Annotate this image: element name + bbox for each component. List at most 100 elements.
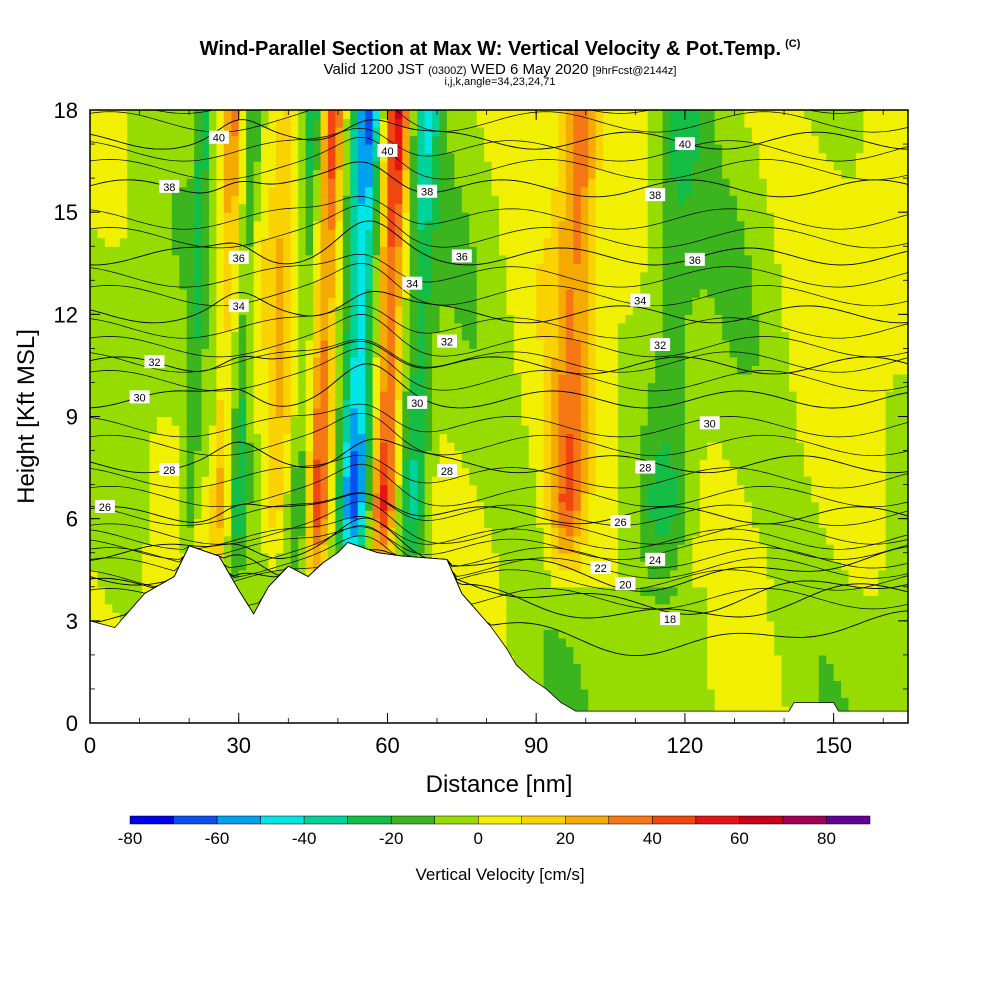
velocity-cell <box>357 433 366 443</box>
velocity-cell <box>521 169 530 179</box>
velocity-cell <box>461 467 470 477</box>
velocity-cell <box>551 467 560 477</box>
velocity-cell <box>261 195 270 205</box>
velocity-cell <box>171 348 180 358</box>
velocity-cell <box>484 390 493 401</box>
velocity-cell <box>223 169 232 179</box>
velocity-cell <box>588 161 597 171</box>
velocity-cell <box>275 186 284 196</box>
velocity-cell <box>119 229 128 239</box>
velocity-cell <box>424 314 433 324</box>
velocity-cell <box>439 254 448 264</box>
velocity-cell <box>551 612 560 622</box>
velocity-cell <box>327 152 336 162</box>
velocity-cell <box>275 178 284 188</box>
velocity-cell <box>573 212 582 222</box>
velocity-cell <box>439 442 448 452</box>
velocity-cell <box>156 322 165 332</box>
velocity-cell <box>283 237 292 247</box>
velocity-cell <box>424 535 433 545</box>
velocity-cell <box>134 110 143 120</box>
velocity-cell <box>112 365 121 375</box>
velocity-cell <box>484 110 493 120</box>
velocity-cell <box>171 305 180 315</box>
velocity-cell <box>216 425 225 435</box>
velocity-cell <box>409 450 418 460</box>
velocity-cell <box>417 237 426 247</box>
velocity-cell <box>469 246 478 256</box>
velocity-cell <box>528 314 537 324</box>
velocity-cell <box>134 365 143 375</box>
velocity-cell <box>97 407 106 418</box>
velocity-cell <box>595 680 604 690</box>
velocity-cell <box>186 535 195 545</box>
velocity-cell <box>268 195 277 205</box>
velocity-cell <box>521 297 530 307</box>
velocity-cell <box>439 152 448 162</box>
velocity-cell <box>320 348 329 358</box>
velocity-cell <box>104 263 113 273</box>
velocity-cell <box>90 612 99 622</box>
velocity-cell <box>551 339 560 349</box>
velocity-cell <box>142 373 151 384</box>
velocity-cell <box>469 569 478 579</box>
velocity-cell <box>469 467 478 477</box>
velocity-cell <box>506 407 515 418</box>
velocity-cell <box>461 510 470 520</box>
velocity-cell <box>573 382 582 392</box>
velocity-cell <box>164 110 173 120</box>
velocity-cell <box>290 459 299 469</box>
velocity-cell <box>454 161 463 171</box>
velocity-cell <box>551 663 560 673</box>
velocity-cell <box>543 373 552 384</box>
velocity-cell <box>201 271 210 281</box>
velocity-cell <box>588 348 597 358</box>
velocity-cell <box>372 510 381 520</box>
velocity-cell <box>595 195 604 205</box>
velocity-cell <box>142 450 151 460</box>
velocity-cell <box>164 195 173 205</box>
velocity-cell <box>476 450 485 460</box>
velocity-cell <box>513 612 522 622</box>
velocity-cell <box>201 161 210 171</box>
velocity-cell <box>142 339 151 349</box>
velocity-cell <box>97 280 106 290</box>
velocity-cell <box>253 229 262 239</box>
velocity-cell <box>424 331 433 341</box>
velocity-cell <box>208 178 218 188</box>
velocity-cell <box>588 203 597 213</box>
velocity-cell <box>499 110 508 120</box>
velocity-cell <box>171 407 180 418</box>
velocity-cell <box>186 118 195 128</box>
velocity-cell <box>90 586 99 596</box>
velocity-cell <box>253 297 262 307</box>
velocity-cell <box>179 135 188 145</box>
velocity-cell <box>261 518 270 528</box>
velocity-cell <box>313 161 322 171</box>
velocity-cell <box>268 552 277 562</box>
velocity-cell <box>558 373 567 384</box>
velocity-cell <box>499 186 508 196</box>
velocity-cell <box>179 127 188 137</box>
velocity-cell <box>402 271 411 281</box>
velocity-cell <box>127 595 136 605</box>
velocity-cell <box>506 305 515 315</box>
velocity-cell <box>580 467 589 477</box>
velocity-cell <box>528 399 537 409</box>
velocity-cell <box>432 169 441 179</box>
velocity-cell <box>194 127 203 137</box>
velocity-cell <box>372 178 381 188</box>
velocity-cell <box>565 629 574 639</box>
velocity-cell <box>528 578 537 588</box>
velocity-cell <box>439 544 448 554</box>
velocity-cell <box>253 212 262 222</box>
velocity-cell <box>97 271 106 281</box>
velocity-cell <box>208 416 218 426</box>
velocity-cell <box>536 271 545 281</box>
velocity-cell <box>365 365 374 375</box>
velocity-cell <box>365 271 374 281</box>
velocity-cell <box>342 288 351 298</box>
velocity-cell <box>588 459 597 469</box>
velocity-cell <box>506 501 515 511</box>
